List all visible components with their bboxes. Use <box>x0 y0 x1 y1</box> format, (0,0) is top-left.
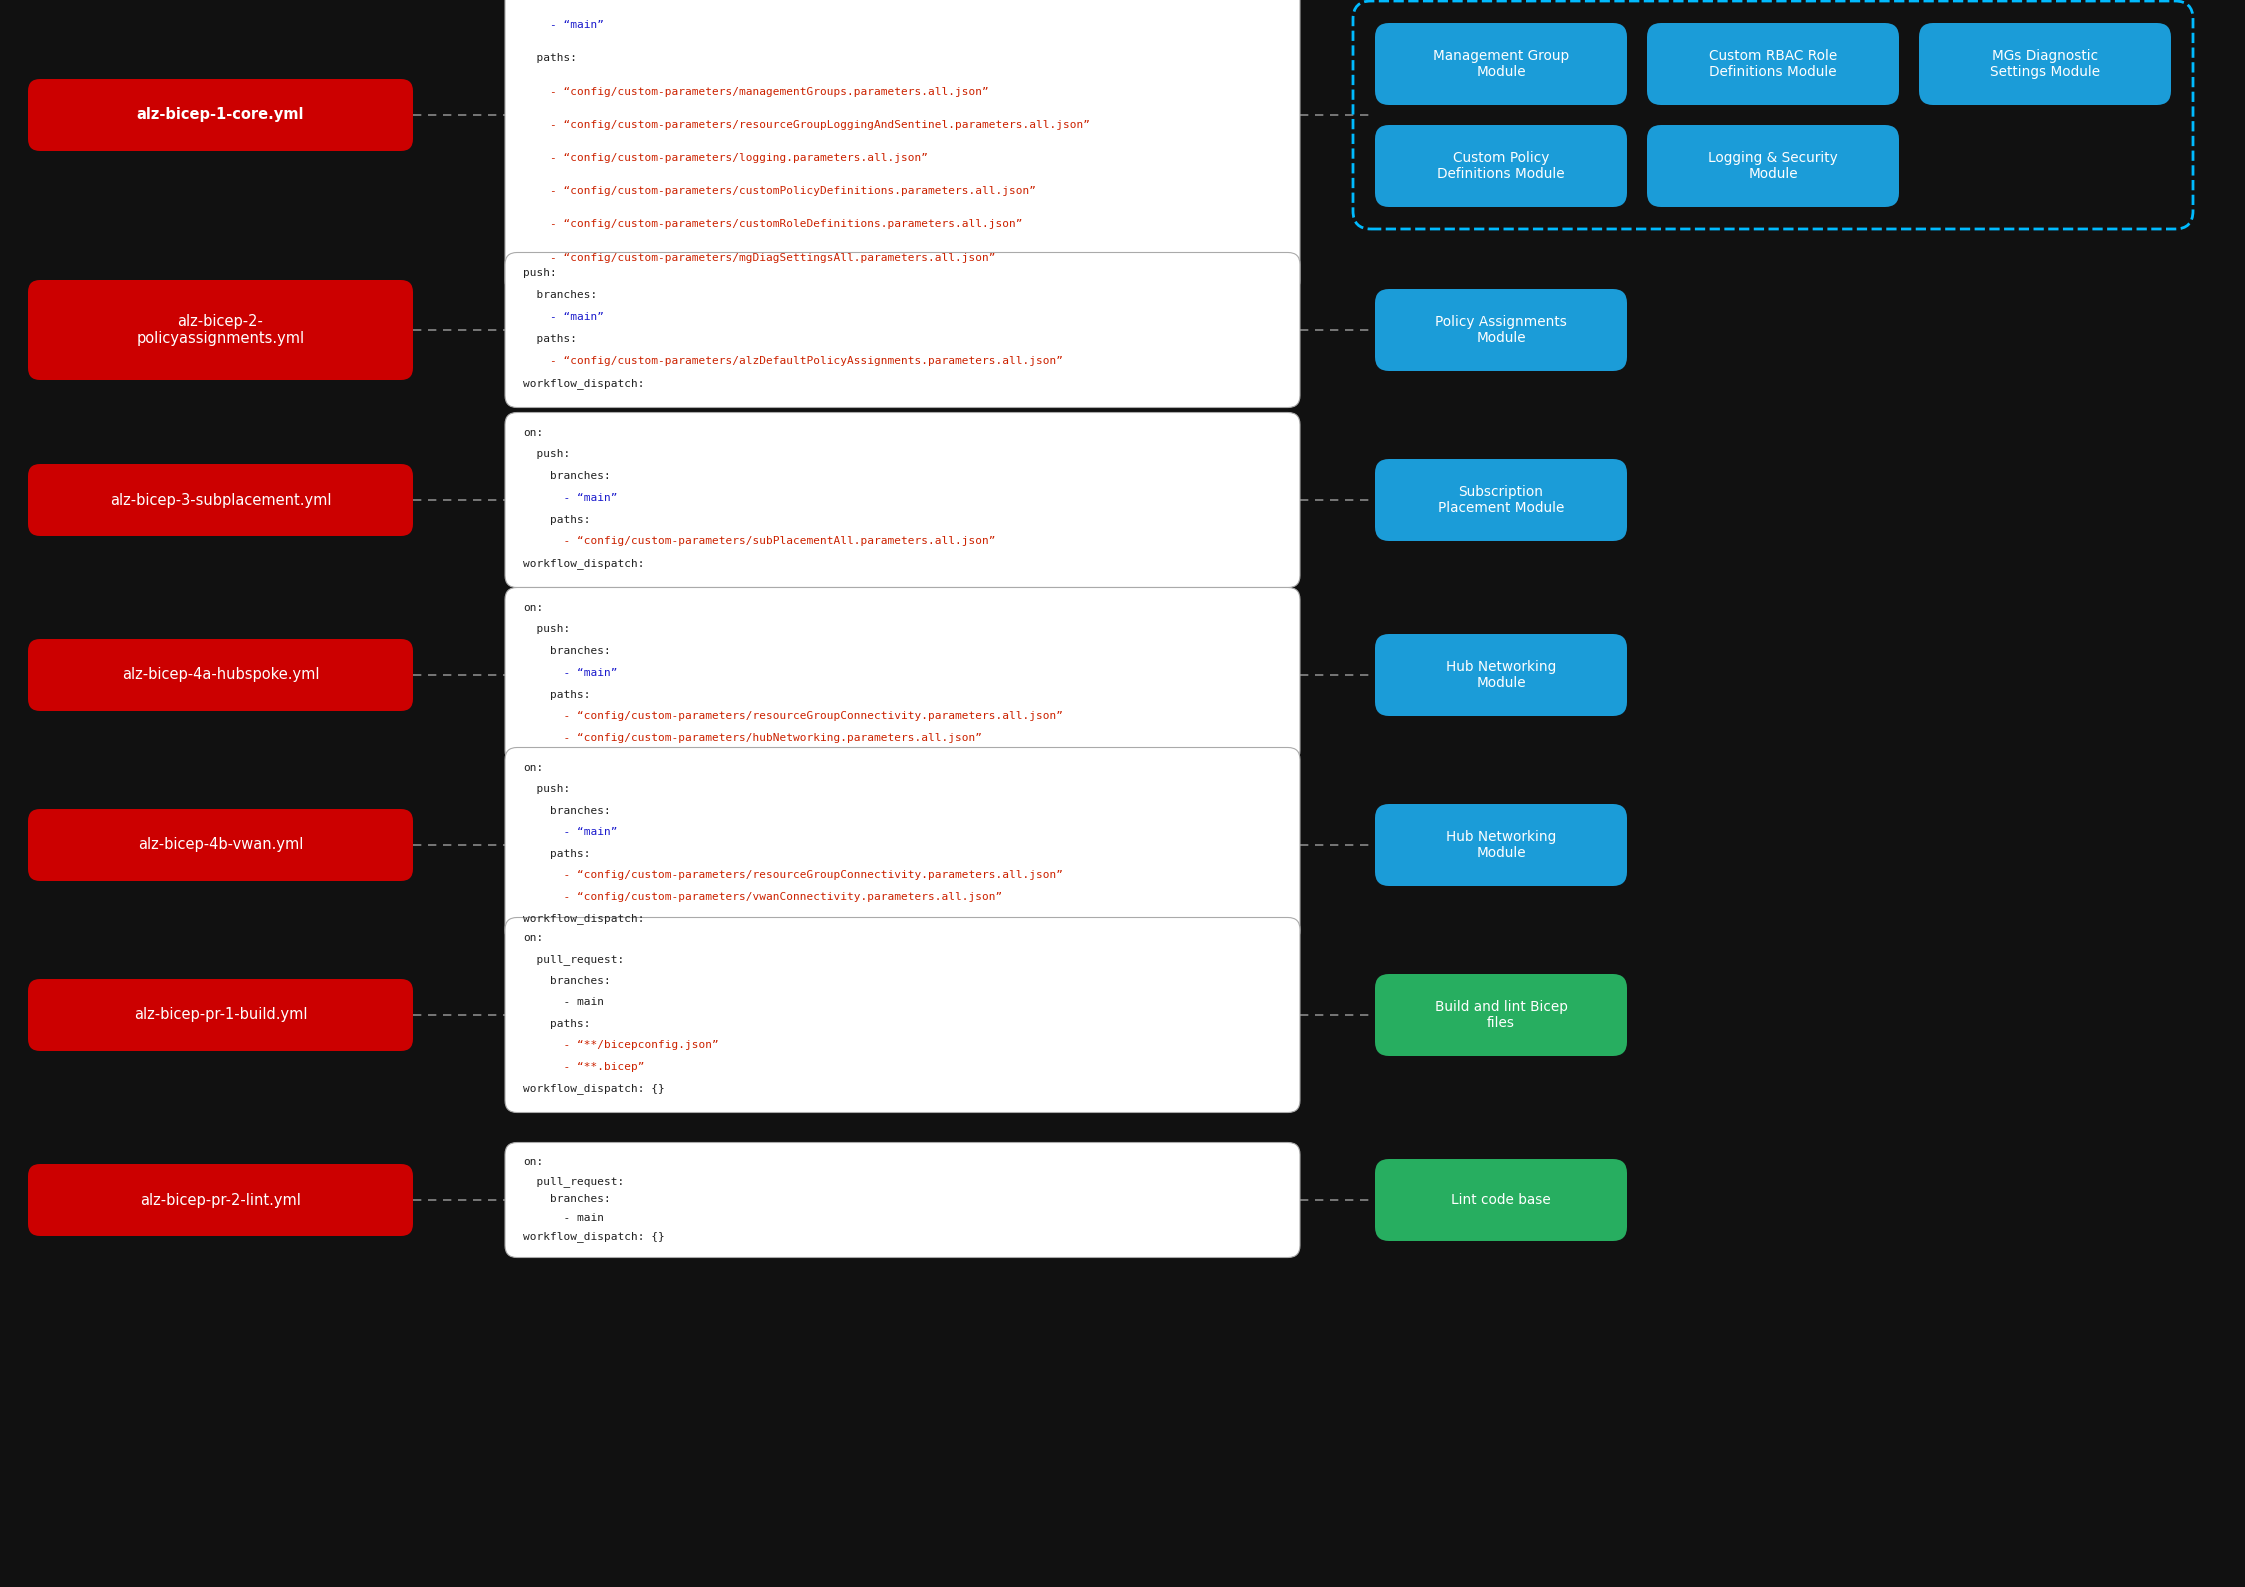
FancyBboxPatch shape <box>27 463 413 536</box>
Text: branches:: branches: <box>523 290 597 300</box>
Text: - “config/custom-parameters/managementGroups.parameters.all.json”: - “config/custom-parameters/managementGr… <box>523 87 988 97</box>
Text: alz-bicep-pr-1-build.yml: alz-bicep-pr-1-build.yml <box>135 1008 308 1022</box>
FancyBboxPatch shape <box>505 1143 1300 1257</box>
Text: alz-bicep-2-
policyassignments.yml: alz-bicep-2- policyassignments.yml <box>137 314 305 346</box>
Text: workflow_dispatch: {}: workflow_dispatch: {} <box>523 1232 665 1243</box>
FancyBboxPatch shape <box>1648 22 1899 105</box>
Text: alz-bicep-3-subplacement.yml: alz-bicep-3-subplacement.yml <box>110 492 332 508</box>
Text: - “config/custom-parameters/vwanConnectivity.parameters.all.json”: - “config/custom-parameters/vwanConnecti… <box>523 892 1001 901</box>
FancyBboxPatch shape <box>1374 459 1628 541</box>
Text: push:: push: <box>523 784 570 794</box>
Text: on:: on: <box>523 603 543 613</box>
FancyBboxPatch shape <box>1374 633 1628 716</box>
Text: - “config/custom-parameters/customPolicyDefinitions.parameters.all.json”: - “config/custom-parameters/customPolicy… <box>523 186 1035 197</box>
Text: - “main”: - “main” <box>523 21 604 30</box>
Text: Hub Networking
Module: Hub Networking Module <box>1446 830 1556 860</box>
Text: - “**.bicep”: - “**.bicep” <box>523 1062 644 1071</box>
Text: branches:: branches: <box>523 471 611 481</box>
Text: paths:: paths: <box>523 849 590 859</box>
Text: Custom Policy
Definitions Module: Custom Policy Definitions Module <box>1437 151 1565 181</box>
Text: workflow_dispatch: {}: workflow_dispatch: {} <box>523 1084 665 1093</box>
Text: Logging & Security
Module: Logging & Security Module <box>1708 151 1839 181</box>
Text: - “config/custom-parameters/customRoleDefinitions.parameters.all.json”: - “config/custom-parameters/customRoleDe… <box>523 219 1021 230</box>
Text: - “config/custom-parameters/resourceGroupConnectivity.parameters.all.json”: - “config/custom-parameters/resourceGrou… <box>523 870 1062 881</box>
Text: paths:: paths: <box>523 54 577 63</box>
Text: on:: on: <box>523 1157 543 1168</box>
FancyBboxPatch shape <box>1374 974 1628 1055</box>
Text: paths:: paths: <box>523 333 577 344</box>
Text: workflow_dispatch:: workflow_dispatch: <box>523 913 644 924</box>
FancyBboxPatch shape <box>27 809 413 881</box>
Text: pull_request:: pull_request: <box>523 1176 624 1187</box>
Text: - “config/custom-parameters/alzDefaultPolicyAssignments.parameters.all.json”: - “config/custom-parameters/alzDefaultPo… <box>523 355 1062 365</box>
Text: workflow_dispatch:: workflow_dispatch: <box>523 378 644 389</box>
FancyBboxPatch shape <box>27 79 413 151</box>
FancyBboxPatch shape <box>1919 22 2171 105</box>
Text: push:: push: <box>523 449 570 459</box>
Text: workflow_dispatch:: workflow_dispatch: <box>523 559 644 568</box>
FancyBboxPatch shape <box>27 979 413 1051</box>
Text: on:: on: <box>523 763 543 773</box>
Text: - “main”: - “main” <box>523 827 617 838</box>
Text: Policy Assignments
Module: Policy Assignments Module <box>1435 314 1567 344</box>
Text: - “config/custom-parameters/subPlacementAll.parameters.all.json”: - “config/custom-parameters/subPlacement… <box>523 536 995 546</box>
Text: pull_request:: pull_request: <box>523 954 624 965</box>
Text: - main: - main <box>523 997 604 1008</box>
Text: alz-bicep-pr-2-lint.yml: alz-bicep-pr-2-lint.yml <box>139 1192 301 1208</box>
Text: paths:: paths: <box>523 689 590 700</box>
Text: on:: on: <box>523 427 543 438</box>
Text: - “config/custom-parameters/mgDiagSettingsAll.parameters.all.json”: - “config/custom-parameters/mgDiagSettin… <box>523 252 995 262</box>
Text: - “config/custom-parameters/resourceGroupConnectivity.parameters.all.json”: - “config/custom-parameters/resourceGrou… <box>523 711 1062 720</box>
FancyBboxPatch shape <box>1374 125 1628 206</box>
Text: - “main”: - “main” <box>523 668 617 678</box>
Text: - “config/custom-parameters/logging.parameters.all.json”: - “config/custom-parameters/logging.para… <box>523 152 927 163</box>
Text: - “**/bicepconfig.json”: - “**/bicepconfig.json” <box>523 1039 718 1051</box>
FancyBboxPatch shape <box>505 917 1300 1112</box>
Text: - “config/custom-parameters/hubNetworking.parameters.all.json”: - “config/custom-parameters/hubNetworkin… <box>523 733 981 743</box>
Text: on:: on: <box>523 933 543 943</box>
FancyBboxPatch shape <box>1374 1159 1628 1241</box>
Text: alz-bicep-1-core.yml: alz-bicep-1-core.yml <box>137 108 305 122</box>
Text: branches:: branches: <box>523 1193 611 1205</box>
Text: alz-bicep-4b-vwan.yml: alz-bicep-4b-vwan.yml <box>137 838 303 852</box>
FancyBboxPatch shape <box>27 640 413 711</box>
FancyBboxPatch shape <box>1374 22 1628 105</box>
Text: Management Group
Module: Management Group Module <box>1432 49 1569 79</box>
Text: alz-bicep-4a-hubspoke.yml: alz-bicep-4a-hubspoke.yml <box>121 668 319 682</box>
Text: paths:: paths: <box>523 514 590 525</box>
Text: Lint code base: Lint code base <box>1450 1193 1551 1208</box>
Text: branches:: branches: <box>523 646 611 655</box>
Text: Hub Networking
Module: Hub Networking Module <box>1446 660 1556 690</box>
Text: branches:: branches: <box>523 976 611 986</box>
FancyBboxPatch shape <box>1374 289 1628 371</box>
FancyBboxPatch shape <box>505 252 1300 408</box>
Text: Build and lint Bicep
files: Build and lint Bicep files <box>1435 1000 1567 1030</box>
Text: MGs Diagnostic
Settings Module: MGs Diagnostic Settings Module <box>1989 49 2099 79</box>
Text: paths:: paths: <box>523 1019 590 1028</box>
FancyBboxPatch shape <box>27 279 413 379</box>
Text: branches:: branches: <box>523 806 611 816</box>
FancyBboxPatch shape <box>505 587 1300 762</box>
Text: push:: push: <box>523 268 557 278</box>
FancyBboxPatch shape <box>27 1163 413 1236</box>
FancyBboxPatch shape <box>1648 125 1899 206</box>
FancyBboxPatch shape <box>505 0 1300 292</box>
Text: - “config/custom-parameters/resourceGroupLoggingAndSentinel.parameters.all.json”: - “config/custom-parameters/resourceGrou… <box>523 121 1091 130</box>
FancyBboxPatch shape <box>505 747 1300 943</box>
FancyBboxPatch shape <box>1374 805 1628 886</box>
Text: push:: push: <box>523 624 570 635</box>
Text: Subscription
Placement Module: Subscription Placement Module <box>1437 486 1565 516</box>
FancyBboxPatch shape <box>505 413 1300 587</box>
Text: - “main”: - “main” <box>523 494 617 503</box>
Text: Custom RBAC Role
Definitions Module: Custom RBAC Role Definitions Module <box>1708 49 1836 79</box>
Text: - main: - main <box>523 1212 604 1222</box>
Text: - “main”: - “main” <box>523 311 604 322</box>
